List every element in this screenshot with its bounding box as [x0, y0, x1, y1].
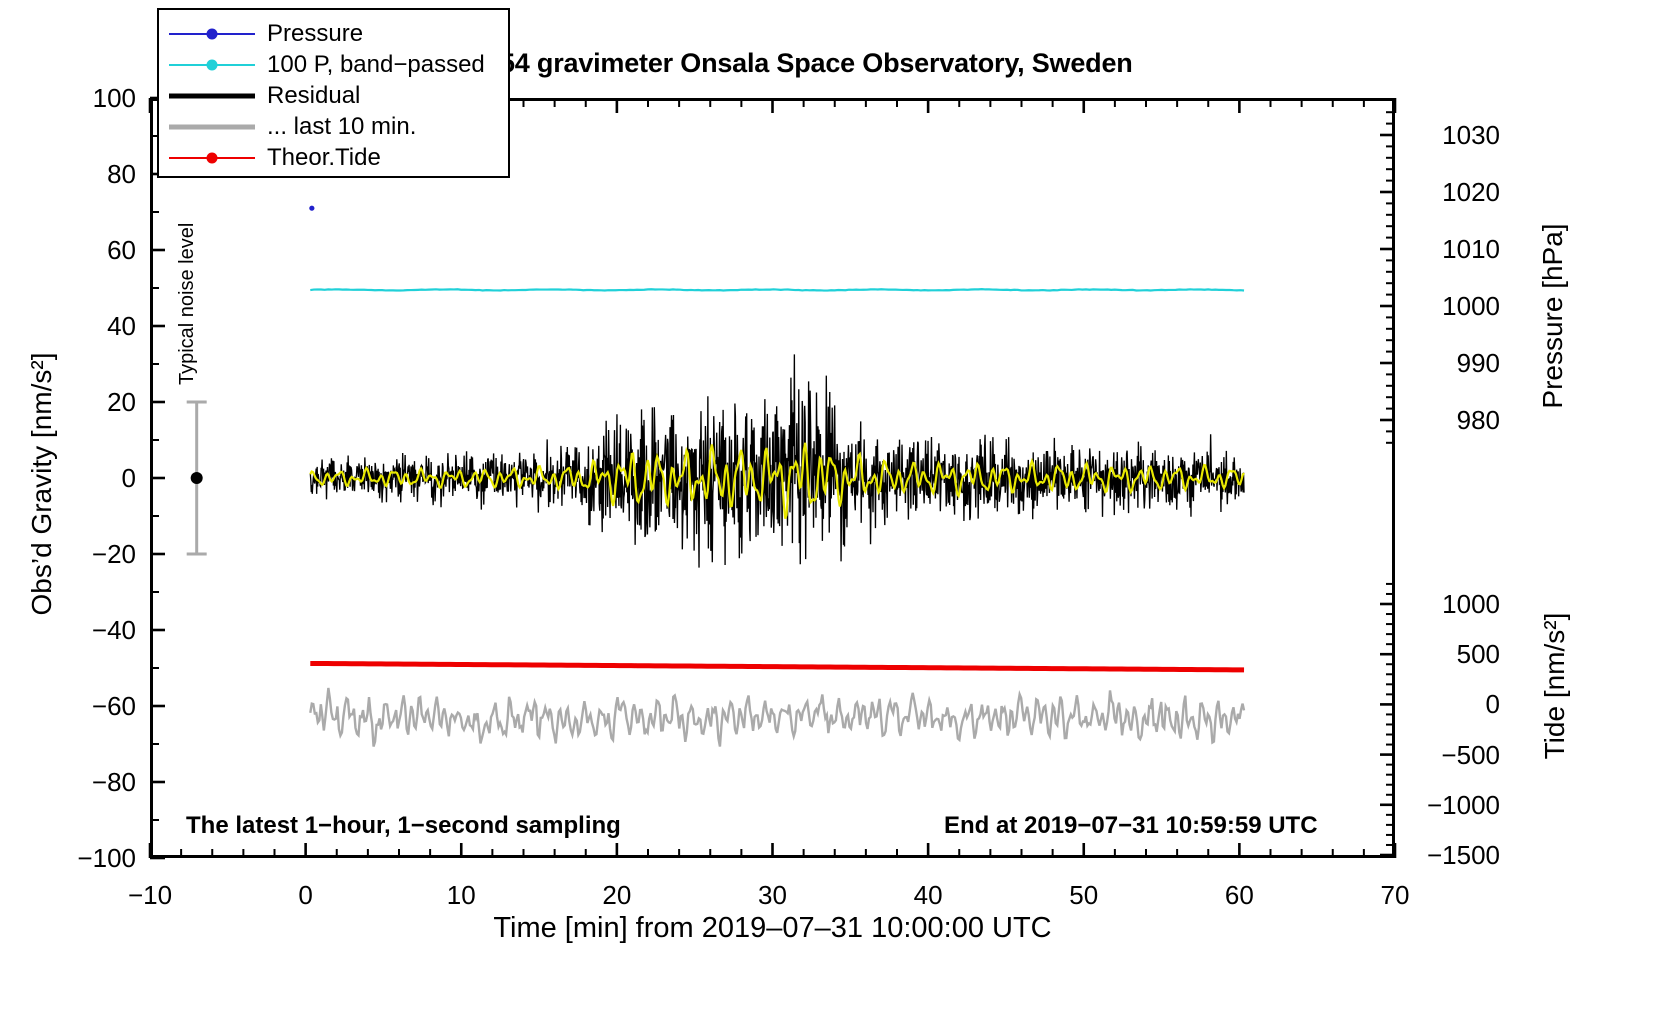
typical-noise-level-label: Typical noise level — [176, 222, 198, 385]
legend-label: Pressure — [267, 19, 364, 47]
y-tick-label: 0 — [121, 463, 136, 493]
tide-tick-label: 500 — [1456, 639, 1500, 670]
tide-tick-label: −1000 — [1426, 789, 1500, 820]
pressure-tick-label: 1010 — [1442, 234, 1500, 264]
chart-legend: Pressure 100 P, band−passed Residual ... la… — [157, 8, 510, 178]
pressure-tick-label: 990 — [1456, 348, 1500, 378]
y-tick-label: −80 — [91, 767, 136, 797]
pressure-tick-label: 1030 — [1442, 120, 1500, 150]
tide-tick-label: −1500 — [1426, 840, 1500, 870]
legend-label: 100 P, band−passed — [267, 50, 485, 78]
legend-item[interactable]: ... last 10 min. — [159, 111, 508, 142]
legend-label: ... last 10 min. — [267, 112, 417, 140]
pressure-tick-label: 980 — [1456, 405, 1500, 435]
legend-swatch-theor-tide — [169, 147, 255, 169]
y-tick-label: −60 — [91, 691, 136, 721]
legend-item[interactable]: 100 P, band−passed — [159, 49, 508, 80]
y-tick-label: 60 — [107, 235, 136, 265]
legend-item[interactable]: Theor.Tide — [159, 142, 508, 173]
y-tick-label: 40 — [107, 311, 136, 341]
plot-area — [150, 98, 1395, 858]
x-tick-label: −10 — [127, 880, 173, 910]
legend-swatch-last-10-min — [169, 116, 255, 138]
x-tick-label: 10 — [446, 880, 476, 910]
y-tick-label: −100 — [77, 843, 136, 873]
legend-item[interactable]: Residual — [159, 80, 508, 111]
tide-tick-label: 0 — [1485, 689, 1500, 720]
pressure-tick-label: 1020 — [1442, 177, 1500, 207]
tide-tick-label: 1000 — [1442, 589, 1500, 619]
y-tick-label: −20 — [91, 539, 136, 569]
y-tick-label: −40 — [91, 615, 136, 645]
y-axis-title-pressure: Pressure [hPa] — [1537, 223, 1568, 409]
x-tick-label: 0 — [298, 880, 313, 910]
legend-swatch-pressure — [169, 23, 255, 45]
legend-swatch-100-p-band-passed — [169, 54, 255, 76]
tide-tick-label: −500 — [1441, 739, 1500, 770]
y-tick-label: 100 — [92, 83, 136, 113]
y-tick-label: 80 — [107, 159, 136, 189]
footer-note-right: End at 2019−07−31 10:59:59 UTC — [944, 812, 1318, 839]
x-tick-label: 40 — [913, 880, 943, 910]
x-tick-label: 70 — [1380, 880, 1410, 910]
y-axis-title-gravity: Obs’d Gravity [nm/s²] — [26, 352, 57, 616]
pressure-tick-label: 1000 — [1442, 291, 1500, 321]
y-tick-label: 20 — [107, 387, 136, 417]
legend-label: Residual — [267, 81, 361, 109]
legend-item[interactable]: Pressure — [159, 18, 508, 49]
x-tick-label: 50 — [1069, 880, 1099, 910]
chart-title: SCG_054 gravimeter Onsala Space Observat… — [412, 48, 1133, 78]
legend-label: Theor.Tide — [267, 143, 381, 171]
x-tick-label: 20 — [602, 880, 632, 910]
x-tick-label: 30 — [758, 880, 787, 910]
footer-note-left: The latest 1−hour, 1−second sampling — [186, 812, 621, 839]
y-axis-title-tide: Tide [nm/s²] — [1539, 612, 1570, 760]
x-tick-label: 60 — [1224, 880, 1254, 910]
x-axis-title: Time [min] from 2019–07–31 10:00:00 UTC — [493, 912, 1052, 944]
legend-swatch-residual — [169, 85, 255, 107]
